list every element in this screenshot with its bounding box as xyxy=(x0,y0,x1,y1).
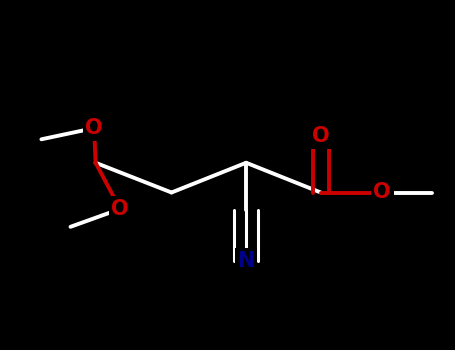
Text: O: O xyxy=(374,182,391,203)
Text: O: O xyxy=(312,126,329,147)
Text: O: O xyxy=(111,199,129,219)
Text: N: N xyxy=(238,251,255,271)
Text: O: O xyxy=(86,118,103,138)
